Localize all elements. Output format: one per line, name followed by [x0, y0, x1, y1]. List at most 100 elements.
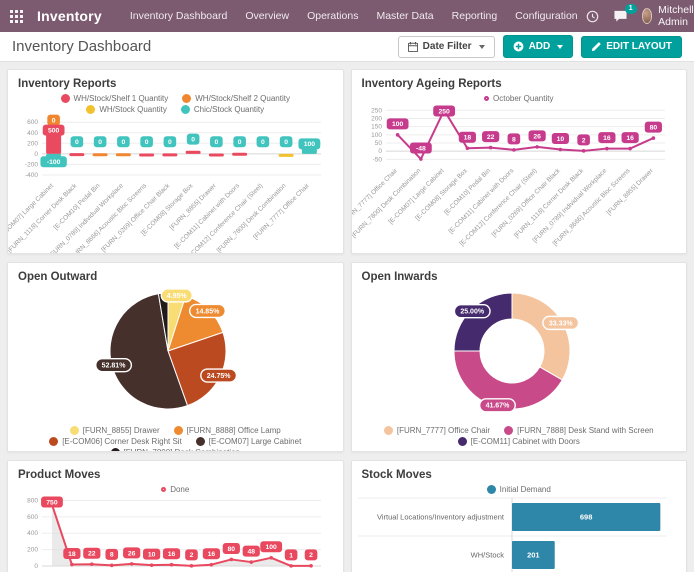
legend-swatch — [486, 485, 496, 494]
chart-title: Inventory Reports — [18, 78, 117, 90]
messages-icon[interactable]: 1 — [613, 3, 637, 23]
menu-item-operations[interactable]: Operations — [307, 10, 359, 22]
legend-label: [FURN_7777] Office Chair — [396, 426, 491, 435]
svg-text:Virtual Locations/Inventory ad: Virtual Locations/Inventory adjustment — [376, 513, 504, 522]
svg-text:2: 2 — [190, 552, 194, 559]
legend-label: [FURN_7888] Desk Stand with Screen — [517, 426, 654, 435]
svg-text:8: 8 — [511, 136, 515, 143]
activities-clock-icon[interactable] — [586, 10, 599, 23]
line-chart-canvas[interactable]: 800600400200075018228261016216804810012[… — [8, 494, 343, 572]
svg-text:41.67%: 41.67% — [485, 403, 510, 410]
apps-grid-icon[interactable] — [10, 7, 23, 25]
legend-label: WH/Stock Quantity — [99, 105, 167, 114]
legend-item[interactable]: [FURN_8888] Office Lamp — [173, 426, 281, 435]
legend-label: [FURN_8888] Office Lamp — [186, 426, 281, 435]
card-open-outward: Open Outward 4.95% 14.85% 24.75% 52.81% [FU… — [7, 262, 344, 452]
svg-text:0: 0 — [34, 151, 38, 158]
edit-layout-label: EDIT LAYOUT — [606, 40, 672, 52]
avatar — [641, 8, 653, 24]
legend-item[interactable]: [FURN_7888] Desk Stand with Screen — [504, 426, 654, 435]
legend-item[interactable]: WH/Stock/Shelf 1 Quantity — [60, 94, 169, 103]
legend-swatch — [457, 437, 467, 446]
svg-text:80: 80 — [649, 124, 657, 131]
add-button[interactable]: ADD — [502, 35, 574, 58]
pencil-icon — [592, 41, 601, 51]
legend-swatch — [86, 105, 96, 114]
menu-item-master-data[interactable]: Master Data — [376, 10, 434, 22]
legend-label: [E-COM07] Large Cabinet — [208, 437, 302, 446]
svg-text:250: 250 — [371, 107, 382, 114]
date-filter-button[interactable]: Date Filter — [397, 35, 495, 58]
legend-item[interactable]: WH/Stock/Shelf 2 Quantity — [182, 94, 290, 103]
legend-swatch — [173, 426, 183, 435]
user-menu[interactable]: Mitchell Admin — [641, 4, 694, 28]
legend-swatch — [110, 448, 120, 451]
line-chart-canvas[interactable]: 250 200 150 100 50 0 -50 100 -48 250 18 22 8 26 10 2 16 1… — [351, 103, 687, 253]
legend-item[interactable]: Initial Demand — [486, 485, 551, 494]
svg-text:-400: -400 — [25, 172, 38, 179]
svg-text:WH/Stock: WH/Stock — [470, 551, 504, 560]
chart-legend: October Quantity — [352, 91, 687, 103]
menu-item-inventory-dashboard[interactable]: Inventory Dashboard — [129, 10, 228, 22]
hbar-chart-canvas[interactable]: Virtual Locations/Inventory adjustment 69… — [352, 494, 687, 572]
legend-item[interactable]: [E-COM07] Large Cabinet — [195, 437, 302, 446]
legend-item[interactable]: [E-COM11] Cabinet with Doors — [457, 437, 580, 446]
svg-text:-50: -50 — [372, 156, 382, 163]
legend-swatch — [60, 94, 70, 103]
svg-text:-100: -100 — [47, 159, 61, 166]
svg-text:50: 50 — [374, 140, 382, 147]
plus-circle-icon — [513, 41, 524, 52]
svg-text:400: 400 — [27, 530, 38, 537]
legend-label: WH/Stock/Shelf 1 Quantity — [73, 94, 169, 103]
svg-text:0: 0 — [52, 118, 56, 125]
legend-swatch — [180, 105, 190, 114]
edit-layout-button[interactable]: EDIT LAYOUT — [581, 35, 682, 58]
svg-text:800: 800 — [27, 497, 38, 504]
svg-text:0: 0 — [145, 139, 149, 146]
svg-text:201: 201 — [527, 551, 540, 560]
legend-swatch — [383, 426, 393, 435]
svg-text:0: 0 — [261, 139, 265, 146]
legend-item[interactable]: [E-COM06] Corner Desk Right Sit — [49, 437, 182, 446]
svg-text:250: 250 — [438, 108, 450, 115]
legend-item[interactable]: [FURN_7800] Desk Combination — [110, 448, 240, 451]
svg-text:-200: -200 — [25, 161, 38, 168]
svg-text:26: 26 — [128, 550, 136, 557]
legend-swatch — [69, 426, 79, 435]
legend-item[interactable]: October Quantity — [484, 94, 553, 103]
menu-item-configuration[interactable]: Configuration — [515, 10, 578, 22]
bar-chart-canvas[interactable]: 600 400 200 0 -200 -400 0 500 -100 0 0 0 0 0 0 0 0 0 0 100[… — [8, 114, 343, 253]
chevron-down-icon — [478, 44, 485, 49]
svg-text:1: 1 — [289, 552, 293, 559]
menu-item-reporting[interactable]: Reporting — [451, 10, 498, 22]
svg-text:2: 2 — [309, 552, 313, 559]
svg-text:100: 100 — [304, 141, 316, 148]
chart-title: Open Outward — [18, 271, 98, 283]
pie-chart-canvas[interactable]: 4.95% 14.85% 24.75% 52.81% — [8, 284, 343, 423]
donut-chart-canvas[interactable]: 33.33% 41.67% 25.00% — [352, 284, 687, 423]
legend-item[interactable]: [FURN_7777] Office Chair — [383, 426, 491, 435]
menu-item-overview[interactable]: Overview — [245, 10, 290, 22]
legend-item[interactable]: Done — [161, 485, 189, 494]
navbar-right: 1 Mitchell Admin — [586, 3, 694, 28]
card-inventory-ageing-reports: Inventory Ageing Reports October Quantit… — [350, 69, 687, 254]
svg-text:4.95%: 4.95% — [167, 293, 188, 300]
svg-text:18: 18 — [463, 135, 471, 142]
legend-swatch — [182, 94, 192, 103]
app-title[interactable]: Inventory — [37, 8, 102, 24]
legend-label: Done — [170, 485, 190, 494]
svg-text:2: 2 — [581, 137, 585, 144]
svg-text:200: 200 — [371, 115, 382, 122]
svg-text:10: 10 — [556, 136, 564, 143]
svg-text:600: 600 — [27, 514, 38, 521]
chart-legend: Initial Demand — [352, 482, 687, 494]
legend-item[interactable]: WH/Stock Quantity — [86, 105, 167, 114]
legend-item[interactable]: [FURN_8855] Drawer — [69, 426, 160, 435]
legend-swatch — [49, 437, 59, 446]
legend-item[interactable]: Chic/Stock Quantity — [180, 105, 264, 114]
add-button-label: ADD — [528, 40, 551, 52]
svg-text:52.81%: 52.81% — [102, 363, 127, 370]
legend-swatch — [195, 437, 205, 446]
legend-label: [FURN_8855] Drawer — [82, 426, 160, 435]
legend-label: October Quantity — [493, 94, 554, 103]
